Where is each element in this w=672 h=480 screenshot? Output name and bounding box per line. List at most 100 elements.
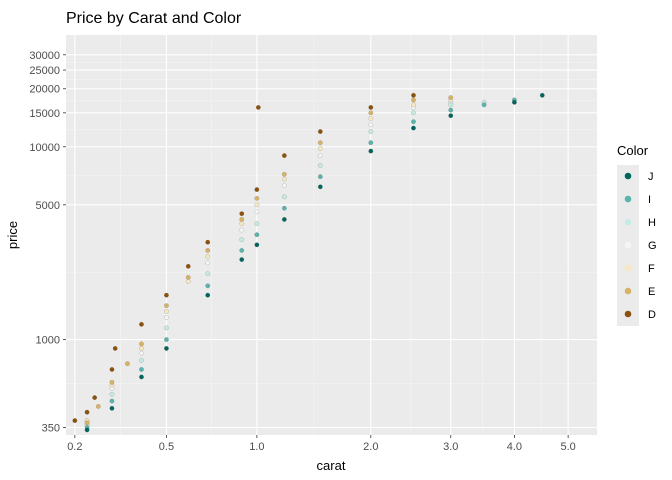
point-H bbox=[448, 102, 454, 108]
y-axis-title: price bbox=[5, 221, 20, 249]
point-G bbox=[368, 122, 374, 128]
y-tick-label: 30000 bbox=[29, 50, 60, 62]
legend-label-G: G bbox=[648, 240, 657, 252]
point-E bbox=[411, 97, 416, 103]
point-J bbox=[368, 148, 374, 154]
point-E bbox=[368, 110, 374, 116]
point-G bbox=[281, 183, 287, 188]
x-tick-label: 5.0 bbox=[560, 441, 575, 453]
point-H bbox=[368, 129, 374, 134]
point-J bbox=[411, 125, 416, 131]
point-D bbox=[411, 92, 416, 98]
point-I bbox=[411, 119, 416, 125]
point-J bbox=[163, 345, 169, 351]
y-tick-label: 350 bbox=[42, 422, 60, 434]
legend-label-I: I bbox=[648, 194, 651, 206]
point-H bbox=[205, 271, 211, 277]
point-F bbox=[163, 308, 169, 314]
legend-label-F: F bbox=[648, 263, 655, 275]
point-E bbox=[448, 95, 454, 101]
x-axis-title: carat bbox=[317, 458, 346, 473]
point-D bbox=[205, 239, 211, 245]
point-E bbox=[95, 404, 101, 409]
legend-label-J: J bbox=[648, 171, 654, 183]
data-points bbox=[72, 92, 545, 433]
point-D bbox=[239, 211, 245, 217]
legend-label-H: H bbox=[648, 217, 656, 229]
point-D bbox=[317, 129, 323, 134]
plot-panel bbox=[66, 35, 597, 435]
point-J bbox=[205, 292, 211, 298]
point-E bbox=[185, 275, 191, 280]
point-E bbox=[84, 420, 90, 426]
point-E bbox=[281, 171, 287, 177]
point-F bbox=[254, 202, 260, 208]
point-H bbox=[239, 237, 245, 243]
point-E bbox=[239, 216, 245, 222]
y-tick-label: 20000 bbox=[29, 84, 60, 96]
point-E bbox=[254, 195, 260, 201]
point-G bbox=[317, 153, 323, 159]
point-J bbox=[254, 242, 260, 248]
point-I bbox=[163, 337, 169, 343]
x-tick-label: 1.0 bbox=[249, 441, 264, 453]
legend-key-J bbox=[624, 172, 632, 180]
point-H bbox=[139, 357, 144, 363]
point-J bbox=[109, 405, 115, 411]
legend-key-E bbox=[624, 287, 632, 295]
point-F bbox=[411, 102, 416, 108]
x-tick-label: 4.0 bbox=[507, 441, 522, 453]
legend-key-F bbox=[624, 264, 632, 272]
legend-key-G bbox=[624, 241, 632, 249]
point-J bbox=[139, 374, 144, 380]
point-G bbox=[239, 227, 245, 233]
point-F bbox=[185, 279, 191, 285]
point-E bbox=[163, 303, 169, 309]
point-G bbox=[163, 315, 169, 321]
point-H bbox=[317, 163, 323, 168]
legend-label-D: D bbox=[648, 309, 656, 321]
x-tick-label: 2.0 bbox=[363, 441, 378, 453]
y-axis-ticks: 350 1000 5000 10000 15000 20000 25000 30000 bbox=[29, 50, 66, 434]
point-I bbox=[109, 398, 115, 404]
point-E bbox=[139, 341, 144, 347]
point-D bbox=[368, 104, 374, 110]
point-G bbox=[139, 350, 144, 356]
point-I bbox=[368, 140, 374, 146]
legend-key-D bbox=[624, 310, 632, 318]
point-I bbox=[281, 205, 287, 211]
point-D bbox=[84, 409, 90, 415]
point-J bbox=[239, 257, 245, 263]
point-D bbox=[281, 153, 287, 159]
point-J bbox=[317, 184, 323, 190]
point-D bbox=[92, 395, 98, 401]
point-I bbox=[481, 102, 487, 108]
point-I bbox=[317, 174, 323, 180]
point-D bbox=[185, 263, 191, 269]
point-E bbox=[205, 247, 211, 253]
point-D bbox=[163, 292, 169, 298]
point-F bbox=[205, 253, 211, 259]
point-F bbox=[368, 116, 374, 122]
point-D bbox=[109, 367, 115, 372]
point-D bbox=[255, 104, 261, 110]
point-H bbox=[163, 325, 169, 331]
point-J bbox=[448, 113, 454, 119]
legend-title: Color bbox=[617, 143, 649, 158]
y-tick-label: 10000 bbox=[29, 142, 60, 154]
point-F bbox=[239, 221, 245, 226]
y-tick-label: 25000 bbox=[29, 65, 60, 77]
point-I bbox=[254, 232, 260, 238]
point-D bbox=[139, 321, 144, 327]
point-H bbox=[109, 391, 115, 397]
legend-key-H bbox=[624, 218, 632, 226]
point-F bbox=[139, 345, 144, 351]
point-I bbox=[239, 247, 245, 253]
point-F bbox=[281, 176, 287, 182]
point-G bbox=[254, 209, 260, 215]
x-tick-label: 0.5 bbox=[159, 441, 174, 453]
y-tick-label: 5000 bbox=[36, 200, 60, 212]
point-D bbox=[72, 418, 78, 424]
